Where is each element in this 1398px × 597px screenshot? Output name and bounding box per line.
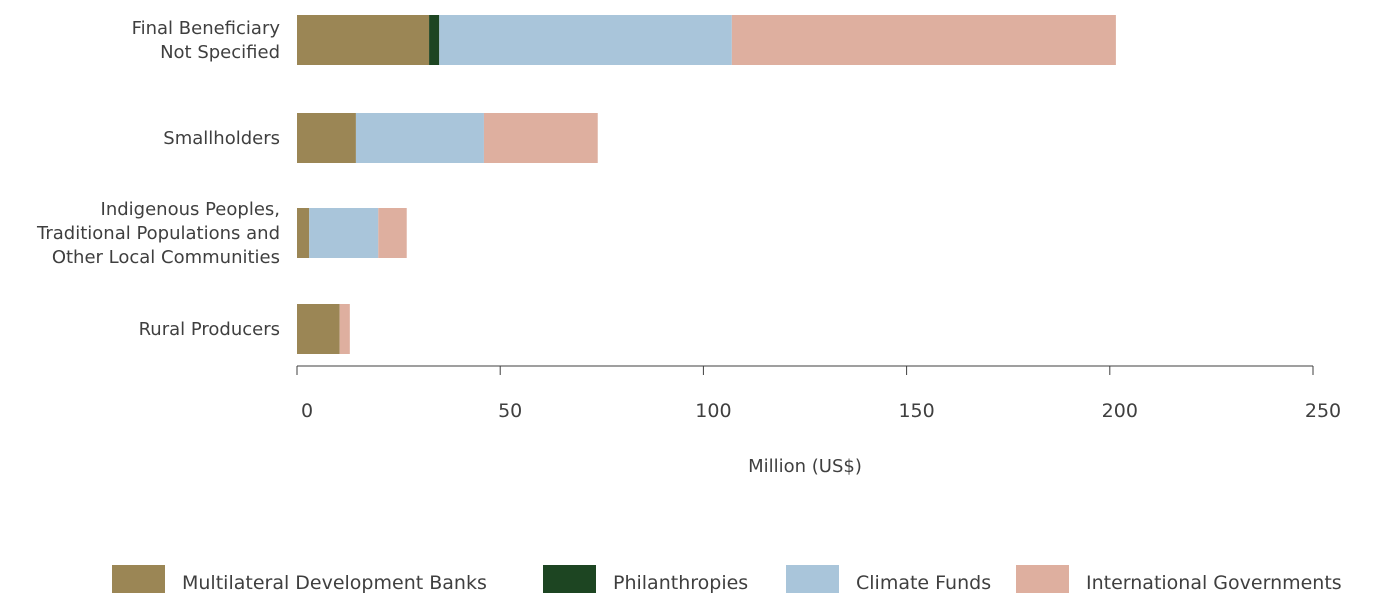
bar-0-3 [731,15,1116,65]
x-tick-label: 200 [1102,400,1138,422]
x-tick-label: 250 [1305,400,1341,422]
bar-2-0 [297,208,310,258]
legend-swatch [112,565,165,593]
bar-3-3 [339,304,350,354]
x-axis-title: Million (US$) [748,456,862,477]
legend-label: International Governments [1086,572,1342,593]
category-label: Not Specified [160,42,280,63]
legend-swatch [543,565,596,593]
legend-swatch [1016,565,1069,593]
bar-2-2 [309,208,379,258]
bar-1-3 [483,113,598,163]
legend-swatch [786,565,839,593]
bar-1-2 [355,113,484,163]
legend-label: Multilateral Development Banks [182,572,487,593]
bar-1-0 [297,113,356,163]
x-tick-label: 50 [498,400,522,422]
x-tick-label: 0 [301,400,313,422]
bars-layer [297,15,1116,354]
bar-3-0 [297,304,340,354]
category-label: Indigenous Peoples, [101,199,280,220]
x-tick-label: 100 [695,400,731,422]
bar-0-0 [297,15,430,65]
bar-0-1 [429,15,440,65]
category-labels: Final Beneficiary Not Specified Smallholde… [36,18,280,340]
category-label: Final Beneficiary [132,18,281,39]
bar-2-3 [378,208,407,258]
bar-0-2 [439,15,732,65]
legend-label: Climate Funds [856,572,991,593]
legend-label: Philanthropies [613,572,748,593]
legend: Multilateral Development Banks Philanthro… [112,565,1342,594]
category-label: Traditional Populations and [36,223,280,244]
x-axis: 0 50 100 150 200 250 [296,365,1341,422]
category-label: Other Local Communities [52,247,280,268]
category-label: Smallholders [163,128,280,149]
x-tick-label: 150 [898,400,934,422]
category-label: Rural Producers [139,319,280,340]
